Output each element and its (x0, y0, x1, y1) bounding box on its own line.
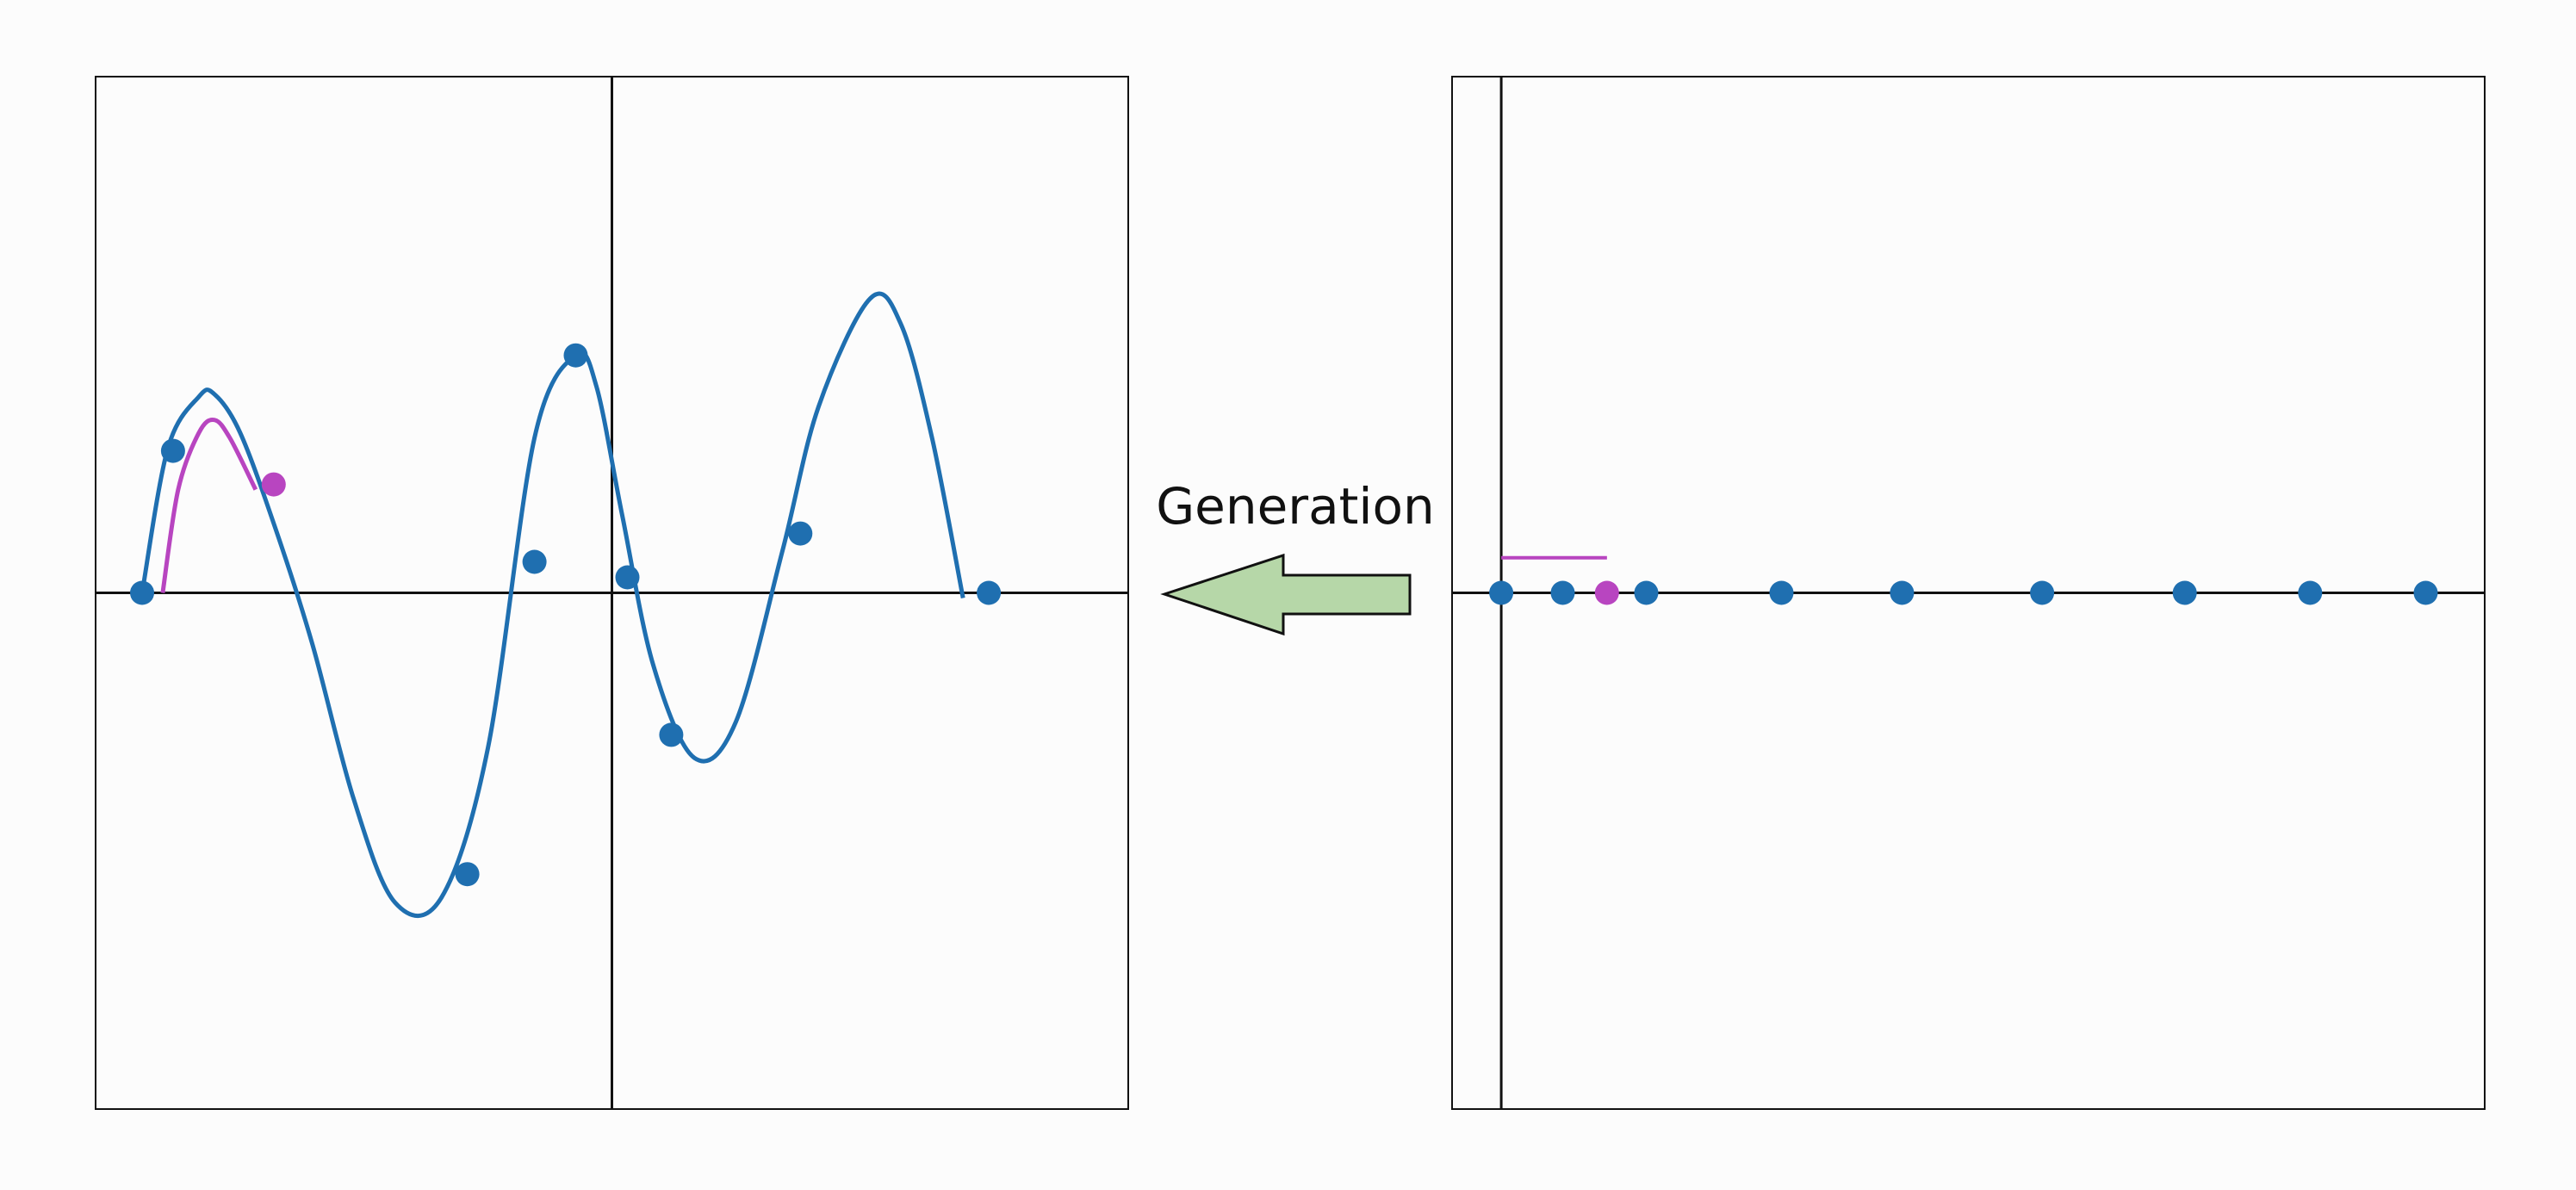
latent-sample-point (1489, 580, 1514, 605)
latent-sample-point (1550, 580, 1575, 605)
latent-sample-point (1890, 580, 1915, 605)
latent-sample-point (2298, 580, 2323, 605)
curve-sample-point (977, 580, 1002, 605)
left-arrow-icon (1160, 553, 1412, 636)
curve-sample-point (659, 722, 684, 747)
latent-sample-point (2030, 580, 2055, 605)
latent-sample-point (1634, 580, 1659, 605)
curve-sample-point (563, 343, 588, 368)
generation-label: Generation (1156, 477, 1435, 536)
generation-arrow: Generation (1156, 477, 1435, 636)
latent-points-panel (1451, 76, 2486, 1110)
generated-curve (140, 291, 965, 918)
latent-sample-point (2172, 580, 2197, 605)
curve-sample-point (130, 580, 154, 605)
curve-sample-point (522, 549, 547, 574)
highlighted-latent-point (1594, 580, 1619, 605)
curve-sample-point (160, 438, 185, 463)
curve-sample-point (615, 565, 640, 590)
latent-sample-points (1489, 580, 2438, 605)
highlighted-curve-segment (160, 418, 258, 593)
latent-sample-point (1769, 580, 1794, 605)
curve-sample-point (788, 521, 813, 546)
generated-curve-panel (95, 76, 1129, 1110)
curve-sample-point (455, 862, 480, 887)
latent-sample-point (2413, 580, 2438, 605)
highlighted-curve-point (261, 472, 286, 497)
curve-sample-points (130, 343, 1002, 887)
